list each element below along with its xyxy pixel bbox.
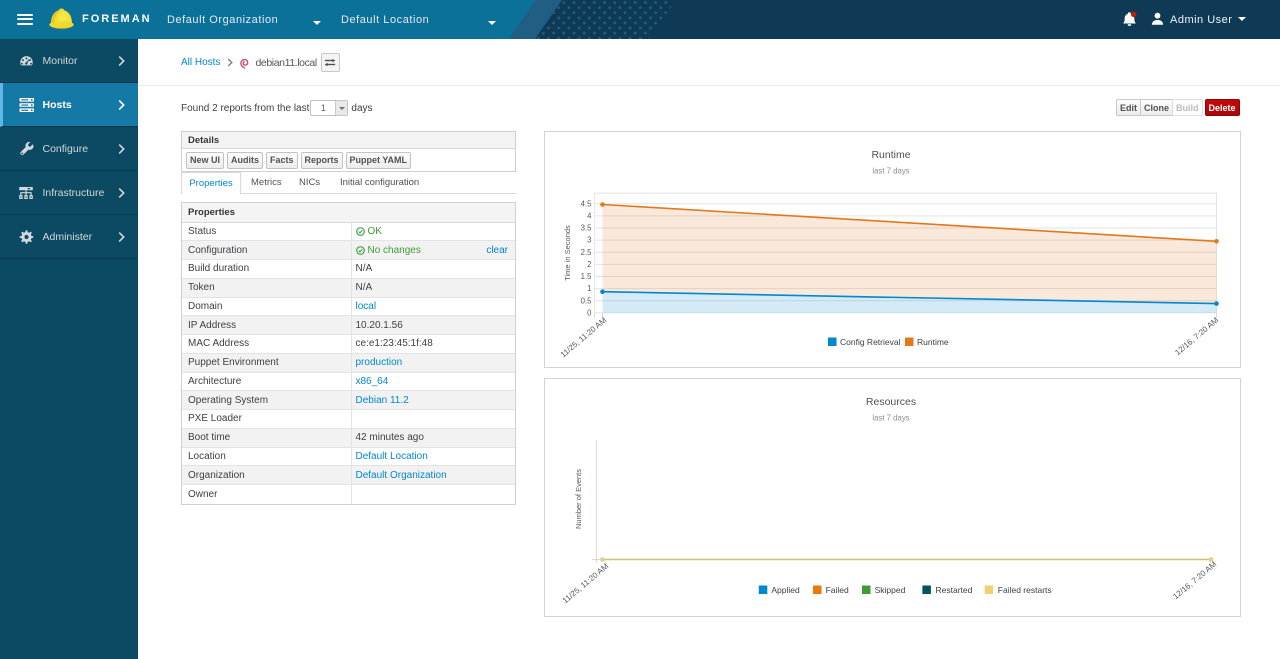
svg-text:11/25, 11:20 AM: 11/25, 11:20 AM — [559, 315, 609, 359]
svg-text:Resources: Resources — [866, 396, 916, 408]
svg-text:0: 0 — [587, 308, 592, 317]
svg-text:1: 1 — [587, 284, 591, 293]
svg-text:Number of Events: Number of Events — [574, 469, 583, 529]
svg-text:3: 3 — [587, 236, 591, 245]
svg-text:2.5: 2.5 — [581, 248, 593, 257]
svg-text:Runtime: Runtime — [917, 337, 949, 347]
svg-text:0.5: 0.5 — [581, 296, 593, 305]
svg-text:1.5: 1.5 — [581, 272, 593, 281]
svg-text:Restarted: Restarted — [936, 585, 973, 595]
svg-text:Skipped: Skipped — [875, 585, 906, 595]
svg-text:Failed: Failed — [826, 585, 849, 595]
svg-text:last 7 days: last 7 days — [872, 167, 909, 176]
svg-text:Applied: Applied — [771, 585, 800, 595]
svg-text:Config Retrieval: Config Retrieval — [840, 337, 901, 347]
svg-text:12/16, 7:20 AM: 12/16, 7:20 AM — [1171, 559, 1218, 601]
svg-text:12/16, 7:20 AM: 12/16, 7:20 AM — [1173, 315, 1220, 357]
svg-text:Runtime: Runtime — [871, 149, 910, 161]
svg-text:4: 4 — [587, 212, 592, 221]
svg-text:Failed restarts: Failed restarts — [998, 585, 1052, 595]
svg-text:Time in Seconds: Time in Seconds — [563, 225, 572, 281]
svg-text:last 7 days: last 7 days — [872, 414, 909, 423]
svg-text:3.5: 3.5 — [581, 224, 593, 233]
svg-text:11/25, 11:20 AM: 11/25, 11:20 AM — [561, 561, 611, 605]
svg-text:2: 2 — [587, 260, 591, 269]
svg-text:4.5: 4.5 — [581, 199, 593, 208]
